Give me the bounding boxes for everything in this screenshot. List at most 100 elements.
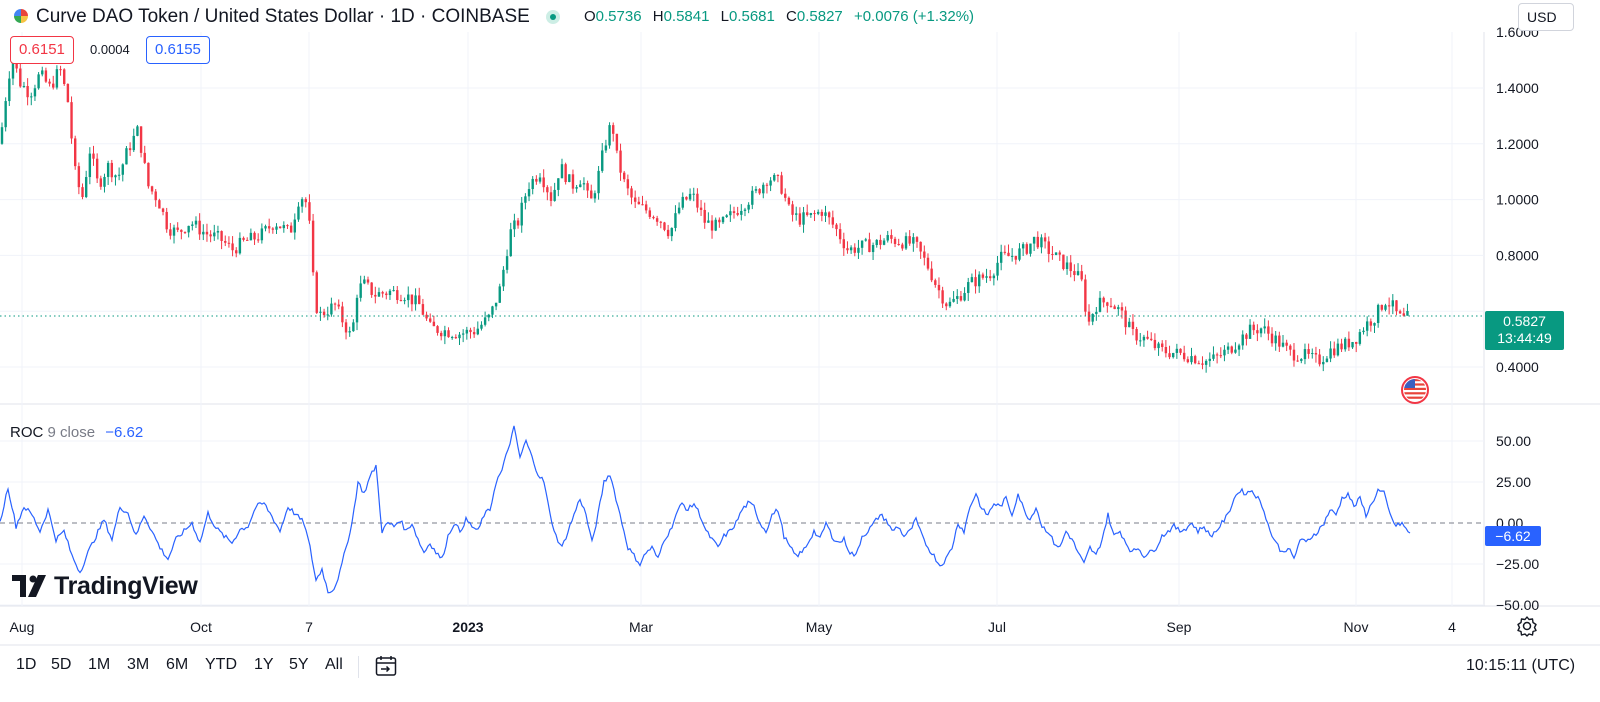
- candle: [1146, 330, 1149, 340]
- settings-icon[interactable]: [1516, 615, 1538, 637]
- candle: [502, 266, 505, 292]
- candle: [77, 162, 81, 195]
- candle: [436, 325, 439, 336]
- candle: [685, 196, 688, 201]
- candle: [505, 249, 509, 274]
- candle: [1311, 348, 1314, 359]
- candle: [1300, 358, 1303, 364]
- range-5d-button[interactable]: 5D: [51, 656, 72, 673]
- candle: [718, 217, 721, 228]
- candle: [1230, 345, 1233, 355]
- range-3m-button[interactable]: 3M: [127, 656, 150, 673]
- candle: [571, 169, 575, 194]
- candle: [604, 139, 608, 153]
- candle: [1087, 304, 1091, 326]
- candle: [1278, 331, 1281, 353]
- candle: [432, 315, 436, 327]
- candle: [1263, 318, 1266, 334]
- roc-axis-label: −25.00: [1496, 556, 1539, 572]
- candle: [842, 232, 845, 256]
- candle: [1267, 320, 1270, 341]
- candle: [886, 230, 889, 243]
- sell-price-button[interactable]: 0.6151: [10, 36, 74, 64]
- candle: [879, 234, 882, 250]
- currency-selector[interactable]: USD: [1518, 3, 1574, 31]
- candle: [198, 213, 201, 240]
- candle: [275, 223, 278, 234]
- candle: [381, 290, 384, 298]
- candle: [1113, 304, 1116, 310]
- candle: [630, 185, 633, 205]
- candle: [780, 171, 783, 195]
- candle: [798, 207, 802, 227]
- candle: [1329, 341, 1332, 363]
- roc-axis-label: −50.00: [1496, 597, 1539, 613]
- candle: [765, 182, 769, 194]
- candle: [187, 225, 190, 238]
- candle: [392, 285, 395, 292]
- candle: [399, 294, 403, 302]
- high-key: H: [652, 8, 664, 25]
- candle: [1402, 307, 1405, 317]
- range-5y-button[interactable]: 5Y: [289, 656, 309, 673]
- candle: [1142, 334, 1146, 347]
- candle: [315, 270, 318, 314]
- candle: [476, 321, 479, 336]
- range-1m-button[interactable]: 1M: [88, 656, 111, 673]
- candle: [44, 67, 48, 83]
- candle: [1128, 317, 1131, 328]
- candle: [205, 223, 209, 242]
- candle: [538, 173, 542, 184]
- range-1d-button[interactable]: 1D: [16, 656, 37, 673]
- range-6m-button[interactable]: 6M: [166, 656, 189, 673]
- candle: [271, 227, 275, 234]
- candle: [235, 247, 238, 258]
- candle: [699, 200, 703, 216]
- candle: [1182, 345, 1186, 362]
- candle: [670, 227, 673, 242]
- us-flag-icon[interactable]: [1401, 376, 1429, 404]
- axis-labels: Aug Oct 7 2023 Mar May Jul Sep Nov 4 1.4000 1.2000 1…: [10, 24, 1540, 635]
- candle: [1281, 334, 1285, 348]
- candle: [114, 174, 117, 186]
- candle: [714, 217, 717, 232]
- candle: [1325, 356, 1329, 363]
- candle: [1241, 330, 1244, 350]
- curve-logo-icon: [14, 9, 28, 23]
- candle: [84, 170, 88, 199]
- clock-display[interactable]: 10:15:11 (UTC): [1466, 657, 1576, 674]
- roc-legend[interactable]: ROC 9 close −6.62: [10, 424, 143, 441]
- bottom-toolbar: 1D 5D 1M 3M 6M YTD 1Y 5Y All 10:15:11 (U…: [0, 648, 1600, 686]
- candle: [246, 237, 249, 241]
- calendar-icon[interactable]: [374, 654, 398, 678]
- buy-price-button[interactable]: 0.6155: [146, 36, 210, 64]
- range-1y-button[interactable]: 1Y: [254, 656, 274, 673]
- candle: [1215, 352, 1219, 364]
- candle: [846, 241, 849, 254]
- candle: [19, 62, 22, 88]
- candle: [348, 326, 351, 337]
- symbol-title[interactable]: Curve DAO Token / United States Dollar ·…: [36, 6, 530, 27]
- current-price-value: 0.5827: [1503, 313, 1546, 329]
- toolbar-divider: [358, 656, 359, 678]
- candle: [890, 229, 893, 244]
- tradingview-logo[interactable]: TradingView: [12, 571, 198, 601]
- candle: [209, 230, 212, 243]
- candle: [1098, 291, 1102, 313]
- candle: [136, 124, 139, 137]
- candle: [1040, 234, 1043, 254]
- market-status-icon[interactable]: [546, 10, 560, 24]
- candle: [491, 305, 494, 319]
- candle: [1157, 341, 1160, 356]
- range-ytd-button[interactable]: YTD: [205, 656, 237, 673]
- candle: [806, 204, 809, 217]
- candle: [838, 223, 842, 244]
- candle: [0, 122, 4, 145]
- candle: [1014, 255, 1018, 265]
- candle: [824, 205, 827, 223]
- time-axis-label: Sep: [1167, 619, 1192, 635]
- range-all-button[interactable]: All: [325, 656, 343, 673]
- candle: [564, 162, 567, 185]
- candle: [546, 185, 549, 201]
